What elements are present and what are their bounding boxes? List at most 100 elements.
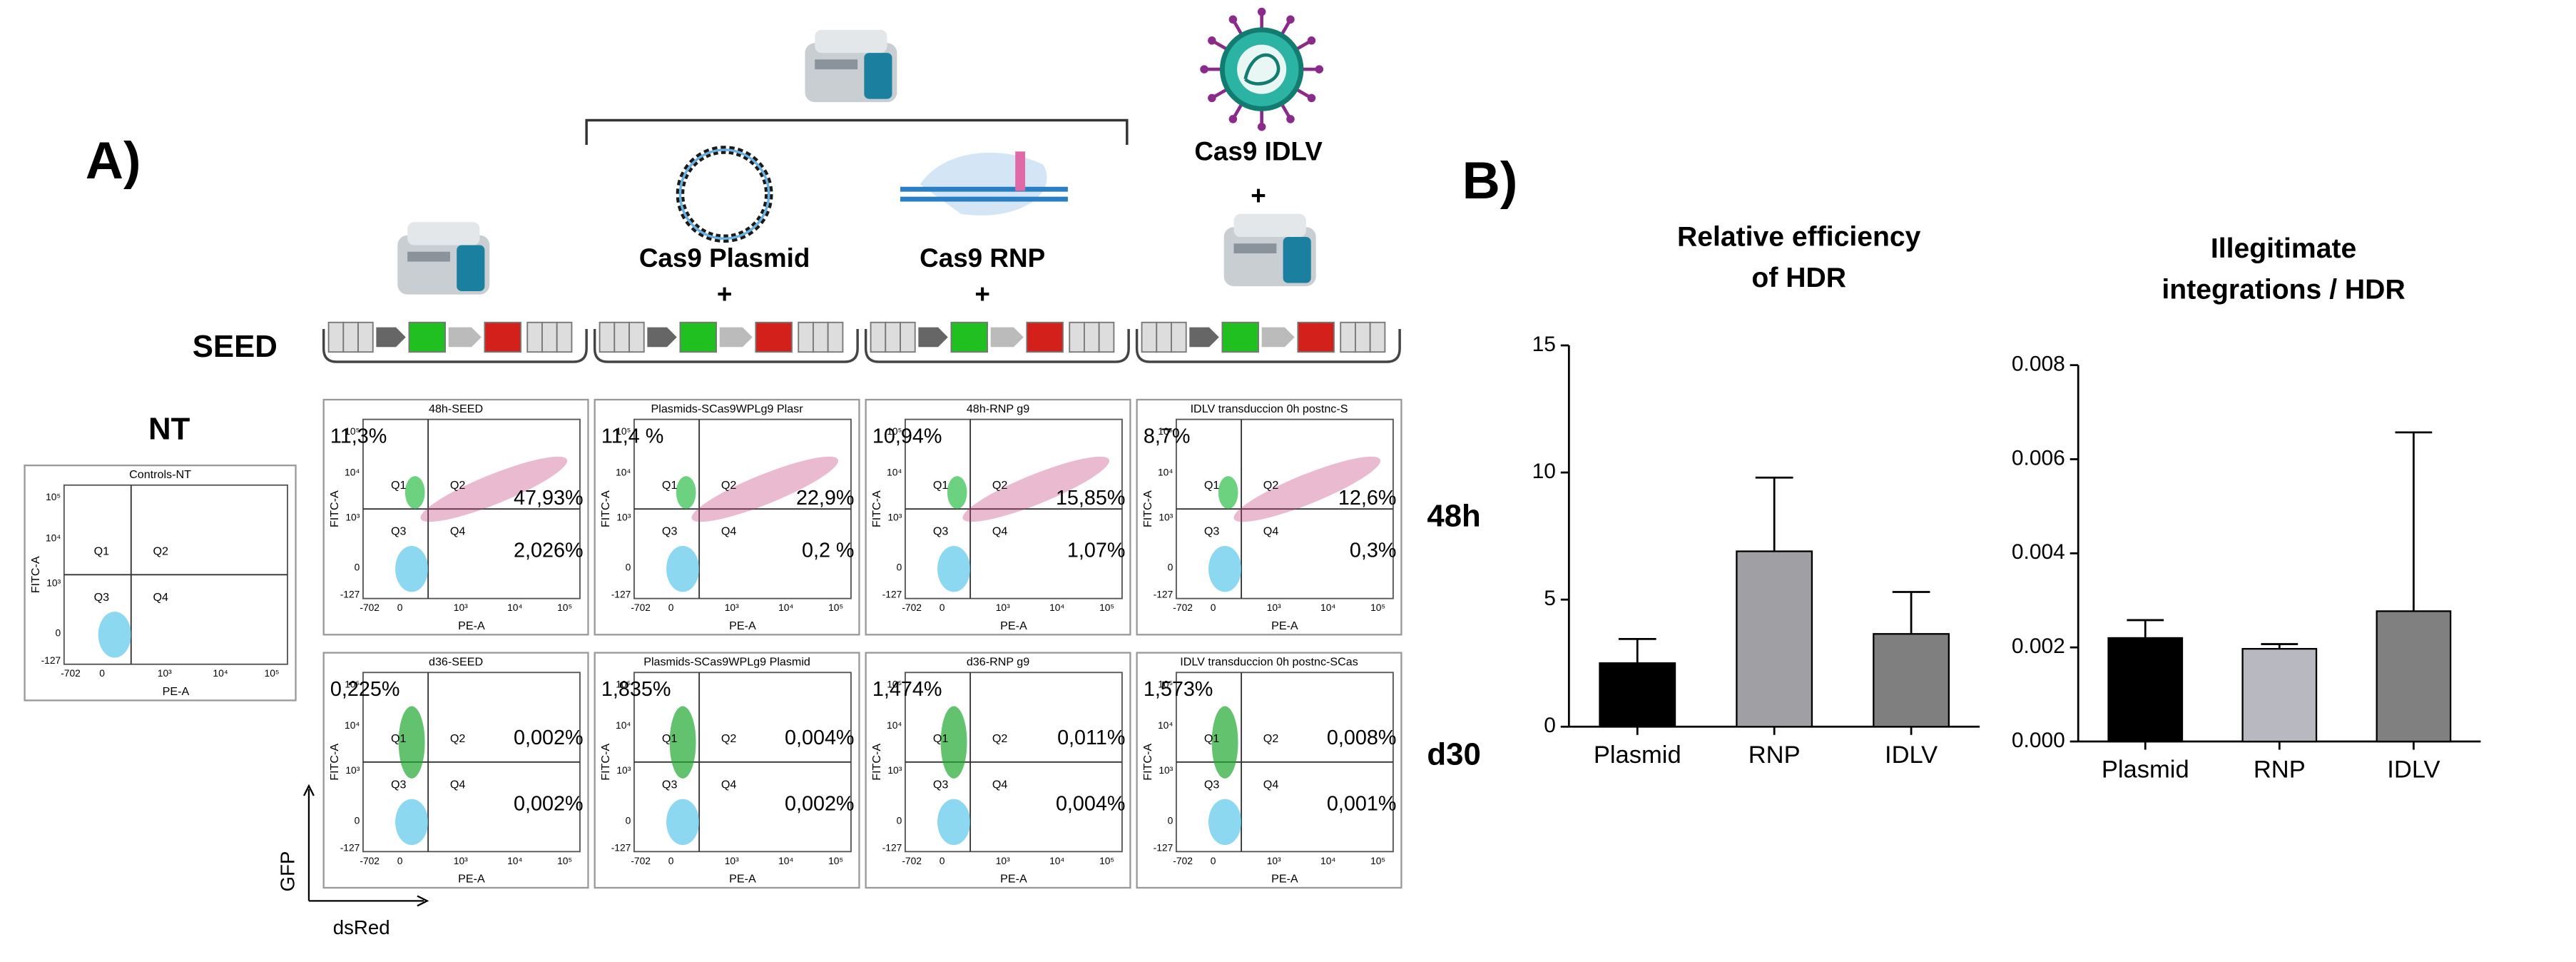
y-tick-label: 10³ — [887, 764, 902, 776]
quadrant-label: Q3 — [94, 591, 110, 604]
x-tick-label: 10⁵ — [1099, 602, 1114, 613]
x-tick-label: 10⁴ — [1320, 855, 1335, 866]
x-tick-label: 10⁴ — [778, 602, 793, 613]
x-tick-label: 0 — [1211, 855, 1216, 866]
condition-label: Cas9 Plasmid — [639, 243, 810, 273]
axis-label: PE-A — [1000, 873, 1027, 886]
quadrant-label: Q1 — [662, 479, 678, 492]
flow-plot-title: d36-SEED — [429, 656, 483, 669]
y-tick-label: 10⁴ — [1158, 467, 1173, 478]
x-tick-label: 10³ — [1267, 602, 1281, 613]
y-tick-label: -127 — [882, 589, 902, 600]
percent-label: 10,94% — [872, 425, 942, 448]
timepoint-label: d30 — [1427, 736, 1480, 771]
quadrant-label: Q3 — [391, 778, 407, 791]
y-tick-label: 0.006 — [2012, 446, 2065, 470]
construct-part — [990, 327, 1024, 348]
construct-part — [1141, 321, 1158, 353]
x-tick-label: 0 — [668, 602, 674, 613]
percent-label: 0,001% — [1327, 792, 1397, 815]
condition-label: + — [1251, 181, 1266, 210]
percent-label: 1,573% — [1144, 678, 1213, 701]
y-tick-label: 0.004 — [2012, 540, 2065, 564]
construct-part — [1069, 321, 1085, 353]
cell-cloud — [666, 799, 700, 846]
quadrant-label: Q3 — [933, 778, 949, 791]
icon-part — [1307, 93, 1316, 103]
icon-part — [1295, 39, 1311, 51]
flow-plot-frame — [865, 652, 1131, 889]
quadrant-label: Q4 — [1263, 778, 1279, 791]
cell-cloud — [404, 476, 425, 510]
virus-icon — [1200, 7, 1324, 131]
cell-cloud — [420, 456, 568, 522]
construct-part — [484, 321, 521, 353]
percent-label: 0,002% — [785, 792, 855, 815]
percent-label: 11,4 % — [601, 425, 663, 448]
construct-part — [950, 321, 988, 353]
y-tick-label: 10⁴ — [345, 467, 360, 478]
axis-arrows — [303, 784, 429, 907]
construct-part — [599, 321, 616, 353]
percent-label: 1,835% — [601, 678, 671, 701]
axis-arrow-label: GFP — [277, 851, 299, 892]
error-bar — [2261, 643, 2298, 649]
x-tick-label: -702 — [1173, 855, 1193, 866]
icon-part — [1286, 15, 1295, 24]
axis-label: FITC-A — [328, 744, 341, 781]
y-tick-label: 0 — [1168, 814, 1174, 826]
icon-part — [1232, 20, 1244, 36]
y-tick-label: 5 — [1544, 587, 1556, 610]
icon-part — [864, 53, 892, 99]
construct-part — [448, 327, 482, 348]
quadrant-label: Q4 — [153, 591, 168, 604]
y-tick-label: 0 — [626, 562, 631, 573]
x-tick-label: RNP — [2254, 756, 2306, 784]
construct — [593, 321, 859, 363]
construct-part — [827, 321, 844, 353]
construct-part — [918, 327, 948, 348]
icon-part — [407, 251, 451, 262]
construct-part — [408, 321, 447, 353]
icon-part — [1257, 7, 1266, 16]
y-tick-label: -127 — [1154, 841, 1174, 853]
quadrant-label: Q2 — [153, 545, 168, 557]
construct-part — [526, 321, 543, 353]
quadrant-label: Q2 — [721, 479, 737, 492]
y-tick-label: 10³ — [887, 511, 902, 522]
quadrant-label: Q2 — [1263, 732, 1279, 745]
quadrant-label: Q4 — [721, 525, 737, 538]
icon-part — [1015, 151, 1026, 191]
icon-part — [920, 152, 1047, 216]
axis-label: FITC-A — [599, 744, 612, 781]
axis-label: FITC-A — [870, 490, 883, 527]
chart-title: of HDR — [1751, 263, 1846, 293]
icon-part — [1212, 87, 1228, 99]
condition-label: Cas9 IDLV — [1194, 136, 1323, 166]
y-tick-label: -127 — [340, 841, 360, 853]
x-tick-label: 10⁵ — [557, 602, 572, 613]
axis-label: FITC-A — [29, 556, 42, 593]
axis-label: PE-A — [1271, 873, 1298, 886]
x-tick-label: 10⁴ — [1049, 855, 1064, 866]
x-tick-label: 10³ — [454, 602, 468, 613]
flow-plot-frame — [322, 652, 589, 889]
icon-part — [815, 29, 887, 54]
y-tick-label: 0.008 — [2012, 353, 2065, 376]
cell-cloud — [691, 456, 839, 522]
flow-plot-title: IDLV transduccion 0h postnc-S — [1191, 402, 1348, 415]
y-tick-label: 10⁵ — [46, 491, 61, 502]
quadrant-label: Q2 — [992, 479, 1008, 492]
y-tick-label: -127 — [1154, 589, 1174, 600]
cell-cloud — [1211, 706, 1238, 779]
percent-label: 15,85% — [1056, 487, 1126, 510]
x-tick-label: 10⁵ — [1370, 855, 1385, 866]
y-tick-label: 10⁴ — [887, 467, 902, 478]
bar — [2241, 647, 2318, 743]
x-tick-label: 10⁴ — [507, 855, 522, 866]
axis-label: PE-A — [729, 619, 756, 632]
construct-part — [1171, 321, 1187, 353]
y-tick-label: 10⁵ — [1158, 679, 1173, 690]
construct-part — [556, 321, 573, 353]
construct-part — [647, 327, 677, 348]
